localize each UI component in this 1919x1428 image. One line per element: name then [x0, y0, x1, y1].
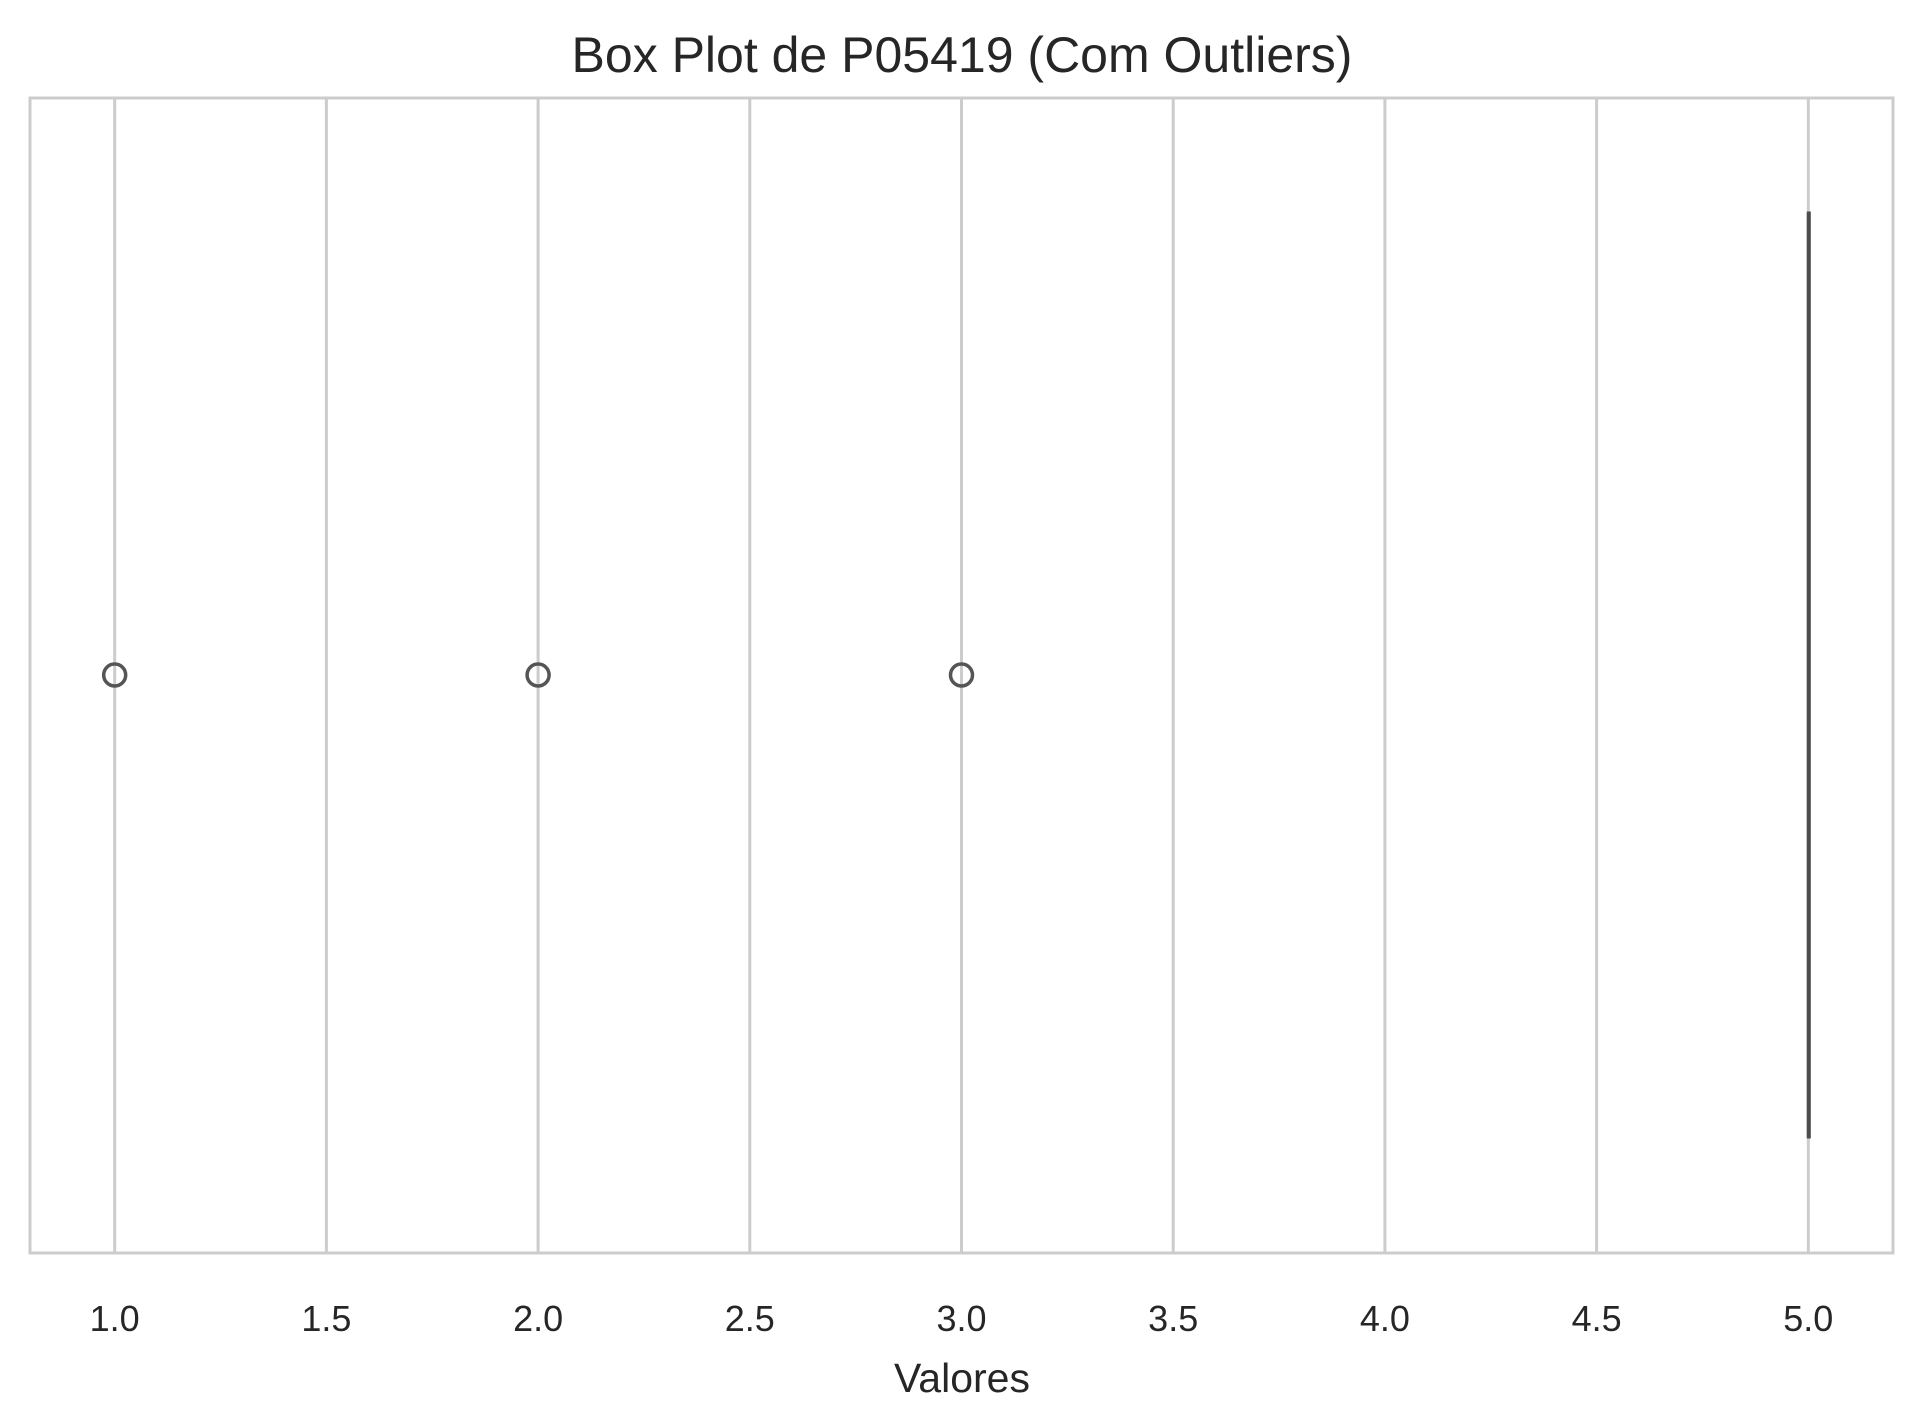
x-tick-label: 4.0 — [1360, 1298, 1410, 1339]
x-tick-label: 1.5 — [301, 1298, 351, 1339]
x-axis-label: Valores — [894, 1355, 1030, 1401]
x-tick-label: 2.0 — [513, 1298, 563, 1339]
chart-title: Box Plot de P05419 (Com Outliers) — [572, 27, 1353, 83]
x-tick-label: 5.0 — [1783, 1298, 1833, 1339]
outlier-point — [948, 662, 975, 688]
outlier-points — [101, 662, 975, 688]
x-tick-labels: 1.0 1.5 2.0 2.5 3.0 3.5 4.0 4.5 5.0 — [90, 1298, 1834, 1339]
x-tick-label: 4.5 — [1572, 1298, 1622, 1339]
plot-area-frame — [28, 96, 1895, 1255]
x-tick-label: 3.5 — [1148, 1298, 1198, 1339]
box-element — [1806, 211, 1811, 1139]
x-tick-label: 3.0 — [936, 1298, 986, 1339]
x-tick-label: 2.5 — [725, 1298, 775, 1339]
outlier-point — [101, 662, 128, 688]
x-tick-label: 1.0 — [90, 1298, 140, 1339]
outlier-point — [525, 662, 551, 688]
